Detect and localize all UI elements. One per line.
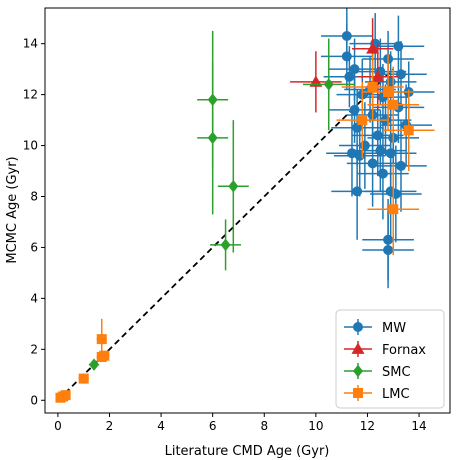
data-point-lmc	[367, 81, 378, 92]
y-tick-label: 2	[30, 342, 38, 356]
data-point-mw	[395, 69, 406, 80]
data-point-lmc	[357, 115, 368, 126]
data-point-lmc	[99, 350, 110, 361]
x-tick-label: 2	[106, 419, 114, 433]
legend-label-mw: MW	[382, 321, 406, 336]
data-point-mw	[341, 51, 352, 62]
legend-label-lmc: LMC	[382, 387, 410, 402]
data-point-mw	[354, 150, 365, 161]
data-point-mw	[375, 145, 386, 156]
ticks-layer: 0 2 4 6 8 10 12 14 0 2 4 6 8 10 12 14	[23, 37, 427, 433]
data-point-mw	[372, 130, 383, 141]
legend-marker-fornax	[351, 342, 365, 354]
x-tick-label: 8	[260, 419, 268, 433]
data-point-lmc	[383, 87, 394, 98]
x-tick-label: 4	[157, 419, 165, 433]
y-axis-label: MCMC Age (Gyr)	[5, 156, 20, 263]
data-point-smc	[207, 131, 218, 145]
x-axis-label: Literature CMD Age (Gyr)	[165, 444, 330, 459]
data-point-mw	[367, 158, 378, 169]
x-tick-label: 12	[360, 419, 375, 433]
data-point-mw	[393, 41, 404, 52]
data-point-smc	[323, 78, 334, 91]
data-point-mw	[390, 188, 401, 199]
data-point-fornax	[371, 70, 385, 82]
x-tick-label: 6	[209, 419, 217, 433]
y-tick-label: 8	[30, 189, 38, 203]
data-point-mw	[359, 140, 370, 151]
data-point-lmc	[403, 125, 414, 136]
y-tick-label: 14	[23, 37, 38, 51]
data-point-mw	[344, 71, 355, 82]
data-point-smc	[228, 180, 239, 193]
legend-marker-smc	[353, 364, 363, 378]
y-tick-label: 12	[23, 88, 38, 102]
data-point-lmc	[96, 334, 107, 345]
plot-frame	[44, 7, 451, 414]
data-point-fornax	[366, 42, 380, 54]
data-point-smc	[220, 238, 231, 252]
data-point-mw	[385, 76, 396, 87]
y-tick-label: 0	[30, 393, 38, 407]
data-point-smc	[89, 358, 100, 371]
data-point-lmc	[60, 390, 71, 401]
legend: MW Fornax SMC LMC	[335, 309, 445, 409]
y-tick-label: 4	[30, 291, 38, 305]
series-lmc	[55, 53, 435, 403]
y-tick-label: 10	[23, 139, 38, 153]
data-point-mw	[352, 186, 363, 197]
data-layer	[55, 8, 435, 403]
data-point-mw	[383, 244, 394, 255]
x-tick-label: 14	[411, 419, 426, 433]
data-point-mw	[377, 168, 388, 179]
legend-label-smc: SMC	[382, 365, 411, 380]
data-point-mw	[349, 104, 360, 115]
x-tick-label: 10	[308, 419, 323, 433]
data-point-lmc	[78, 373, 89, 384]
data-point-lmc	[388, 99, 399, 110]
x-tick-label: 0	[54, 419, 62, 433]
legend-marker-lmc	[353, 388, 363, 398]
y-tick-label: 6	[30, 240, 38, 254]
legend-label-fornax: Fornax	[382, 343, 426, 358]
series-smc	[88, 30, 355, 371]
legend-box	[335, 309, 445, 409]
data-point-lmc	[388, 204, 399, 215]
data-point-mw	[395, 160, 406, 171]
legend-marker-mw	[353, 322, 363, 332]
